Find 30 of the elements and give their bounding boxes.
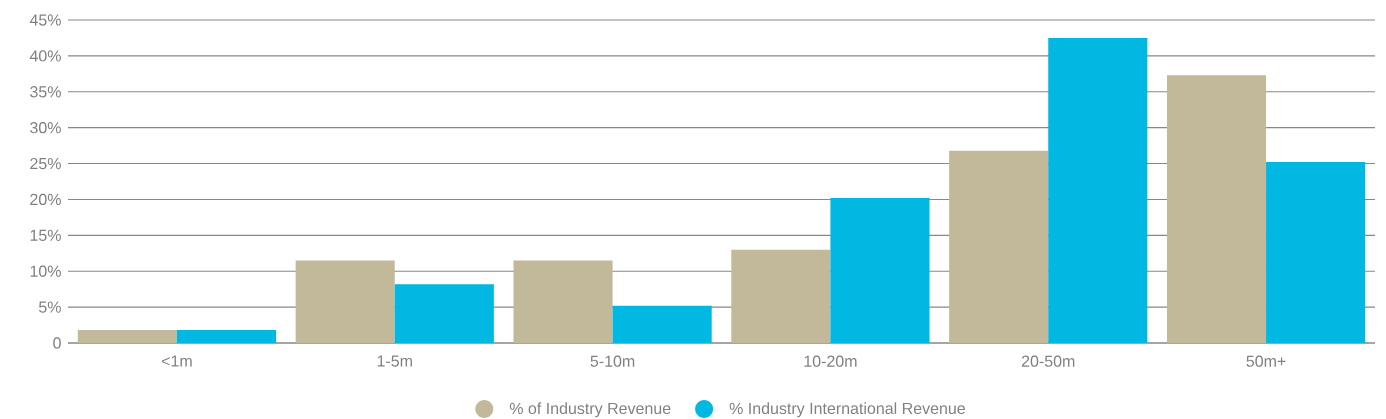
y-tick-label: 10% <box>30 265 61 277</box>
y-tick-label: 35% <box>30 86 61 98</box>
bar <box>394 284 494 343</box>
x-tick-label: 10-20m <box>804 355 857 367</box>
bar <box>176 330 277 343</box>
legend-label: % of Industry Revenue <box>509 402 671 418</box>
x-tick-label: 50m+ <box>1246 355 1286 367</box>
bar <box>612 305 712 343</box>
bar <box>830 198 930 343</box>
bar <box>295 260 395 343</box>
y-tick-label: 45% <box>29 14 61 26</box>
y-tick-label: 20% <box>30 193 61 206</box>
y-tick-label: 25% <box>30 157 61 170</box>
bar <box>513 260 613 343</box>
x-tick-label: 5-10m <box>590 355 635 367</box>
y-tick-label: 0 <box>53 337 61 349</box>
x-tick-label: 20-50m <box>1021 355 1075 367</box>
bar <box>1048 37 1148 343</box>
y-tick-label: 5% <box>38 301 61 313</box>
y-tick-label: 30% <box>30 122 61 134</box>
bar <box>731 249 831 343</box>
bar <box>949 150 1049 343</box>
legend-label: % Industry International Revenue <box>729 402 965 418</box>
y-tick-label: 15% <box>30 229 61 241</box>
x-tick-label: <1m <box>161 355 192 367</box>
x-tick-label: 1-5m <box>377 355 412 367</box>
bar <box>77 330 177 343</box>
y-tick-label: 40% <box>29 50 61 62</box>
bar <box>1266 162 1366 343</box>
bar <box>1166 75 1267 343</box>
